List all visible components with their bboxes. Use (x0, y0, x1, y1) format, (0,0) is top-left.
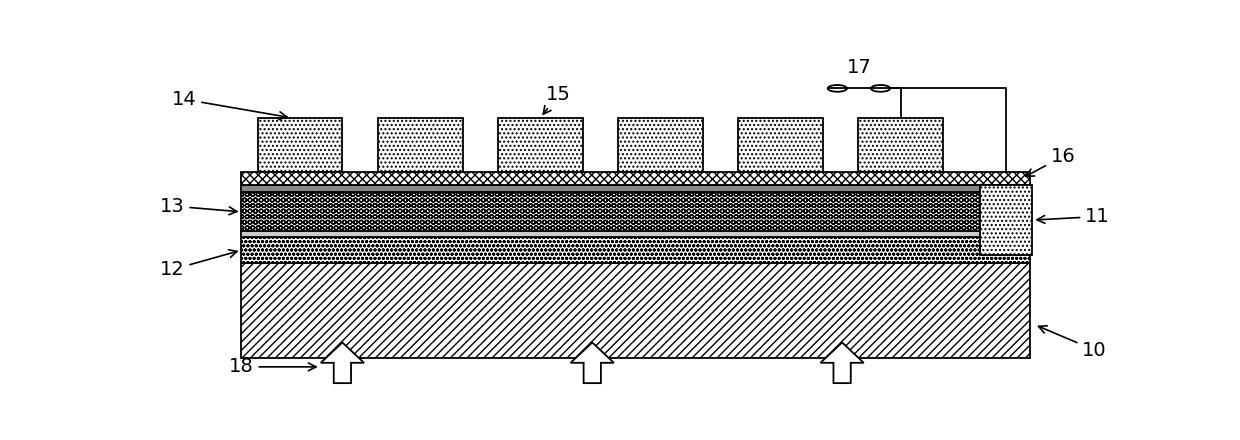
Bar (242, 238, 1029, 263)
Polygon shape (570, 342, 614, 383)
Text: 11: 11 (1037, 207, 1110, 226)
Text: 10: 10 (1039, 326, 1107, 359)
Bar (242, 263, 1029, 358)
Polygon shape (321, 342, 365, 383)
Bar (980, 185, 1033, 255)
Polygon shape (821, 342, 864, 383)
Bar (242, 172, 1029, 185)
Bar (242, 185, 1029, 192)
Text: 18: 18 (228, 357, 316, 376)
Text: 12: 12 (160, 250, 237, 279)
Text: 15: 15 (543, 84, 572, 114)
Text: 17: 17 (847, 58, 872, 77)
Bar (619, 118, 703, 172)
Bar (858, 118, 942, 172)
Bar (258, 118, 342, 172)
Text: 13: 13 (160, 197, 237, 216)
Bar (738, 118, 823, 172)
Bar (498, 118, 583, 172)
Text: 16: 16 (1025, 147, 1075, 176)
Bar (378, 118, 463, 172)
Bar (242, 192, 1029, 231)
Bar (242, 231, 1029, 238)
Text: 14: 14 (171, 90, 288, 120)
